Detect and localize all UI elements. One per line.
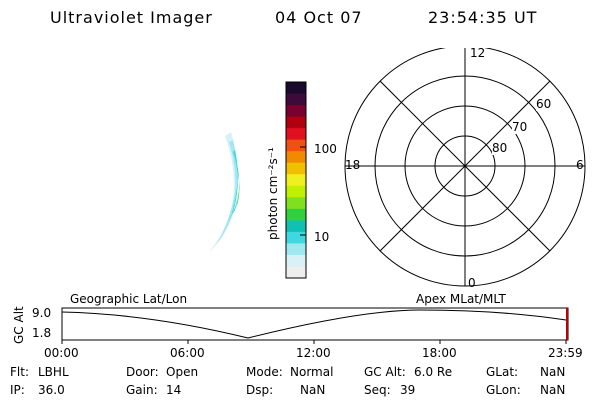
mode-value: Normal [290, 365, 334, 379]
mlt-label-0: 0 [468, 276, 476, 290]
colorbar-segment [286, 162, 306, 175]
flt-value: LBHL [38, 365, 69, 379]
meridian-diag-2 [379, 80, 551, 252]
gain-label: Gain: [126, 383, 158, 397]
colorbar-segment [286, 231, 306, 244]
colorbar-segment [286, 116, 306, 129]
colorbar-segment [286, 151, 306, 164]
colorbar-tick-10: 10 [314, 230, 330, 244]
flt-label: Flt: [10, 365, 29, 379]
auroral-oval-pixels [209, 132, 240, 252]
dsp-value: NaN [300, 383, 326, 397]
instrument-title: Ultraviolet Imager [50, 8, 213, 27]
door-label: Door: [126, 365, 159, 379]
colorbar-unit-label: photon cm⁻²s⁻¹ [266, 147, 280, 240]
lat-label-80: 80 [492, 141, 508, 155]
colorbar-segment [286, 197, 306, 210]
x-tick-0: 00:00 [44, 346, 79, 360]
polar-grid [344, 48, 586, 287]
gc-alt-axis-label: GC Alt [12, 306, 26, 344]
plot-frame [61, 307, 569, 341]
observation-date: 04 Oct 07 [275, 8, 363, 27]
mlt-label-18: 18 [345, 158, 361, 172]
mlt-label-6: 6 [576, 158, 584, 172]
ip-value: 36.0 [38, 383, 65, 397]
seq-value: 39 [400, 383, 416, 397]
lat-label-70: 70 [512, 120, 528, 134]
door-value: Open [166, 365, 199, 379]
observation-time: 23:54:35 UT [428, 8, 538, 27]
y-tick-low: 1.8 [32, 326, 52, 340]
seq-label: Seq: [364, 383, 391, 397]
x-tick-3: 18:00 [422, 346, 457, 360]
colorbar-segment [286, 128, 306, 141]
gain-value: 14 [166, 383, 182, 397]
mode-label: Mode: [246, 365, 283, 379]
colorbar-segment [286, 185, 306, 198]
gcalt-label: GC Alt: [364, 365, 406, 379]
colorbar-segment [286, 93, 306, 106]
glon-label: GLon: [486, 383, 521, 397]
colorbar-tick-100: 100 [314, 142, 337, 156]
glat-value: NaN [540, 365, 566, 379]
altitude-plot [61, 307, 569, 344]
x-tick-4: 23:59 [548, 346, 583, 360]
altitude-curve [61, 309, 567, 339]
colorbar-segment [286, 105, 306, 118]
gcalt-value: 6.0 Re [414, 365, 453, 379]
x-tick-2: 12:00 [296, 346, 331, 360]
colorbar-segment [286, 254, 306, 267]
colorbar-segment [286, 82, 306, 95]
colorbar-frame [285, 81, 307, 279]
lat-label-60: 60 [536, 97, 552, 111]
color-scale-bar [285, 81, 307, 279]
apex-title: Apex MLat/MLT [416, 292, 506, 306]
auroral-image [209, 132, 240, 252]
ip-label: IP: [10, 383, 25, 397]
colorbar-segment [286, 266, 306, 279]
dsp-label: Dsp: [246, 383, 274, 397]
geographic-title: Geographic Lat/Lon [70, 292, 188, 306]
colorbar-segment [286, 220, 306, 233]
y-tick-high: 9.0 [32, 306, 52, 320]
mlt-label-12: 12 [470, 46, 486, 60]
colorbar-segment [286, 243, 306, 256]
colorbar-segment [286, 174, 306, 187]
x-tick-1: 06:00 [170, 346, 205, 360]
colorbar-segment [286, 208, 306, 221]
colorbar-segment [286, 139, 306, 152]
glat-label: GLat: [486, 365, 519, 379]
glon-value: NaN [540, 383, 566, 397]
